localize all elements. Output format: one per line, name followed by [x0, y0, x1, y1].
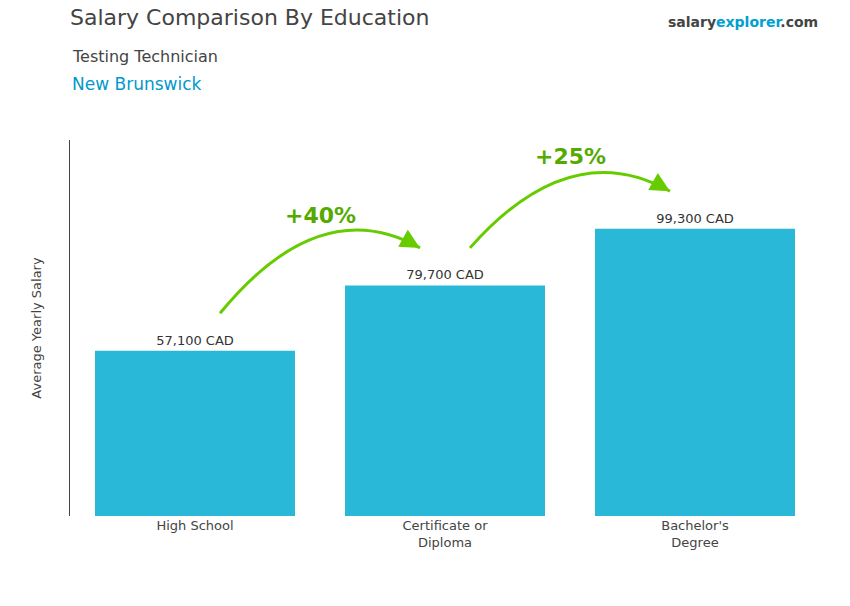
svg-text:New Brunswick: New Brunswick	[72, 74, 202, 94]
svg-text:+25%: +25%	[535, 144, 606, 169]
svg-text:Testing Technician: Testing Technician	[72, 47, 218, 66]
svg-text:Certificate orDiploma: Certificate orDiploma	[403, 518, 489, 550]
svg-text:99,300 CAD: 99,300 CAD	[656, 211, 734, 226]
svg-text:79,700 CAD: 79,700 CAD	[406, 267, 484, 282]
svg-text:Salary Comparison By Education: Salary Comparison By Education	[70, 5, 429, 30]
svg-text:57,100 CAD: 57,100 CAD	[156, 333, 234, 348]
svg-text:salaryexplorer.com: salaryexplorer.com	[668, 14, 818, 30]
svg-text:Average Yearly Salary: Average Yearly Salary	[29, 257, 44, 399]
svg-text:+40%: +40%	[285, 203, 356, 228]
svg-text:High School: High School	[156, 518, 233, 533]
svg-text:Bachelor'sDegree: Bachelor'sDegree	[661, 518, 729, 550]
